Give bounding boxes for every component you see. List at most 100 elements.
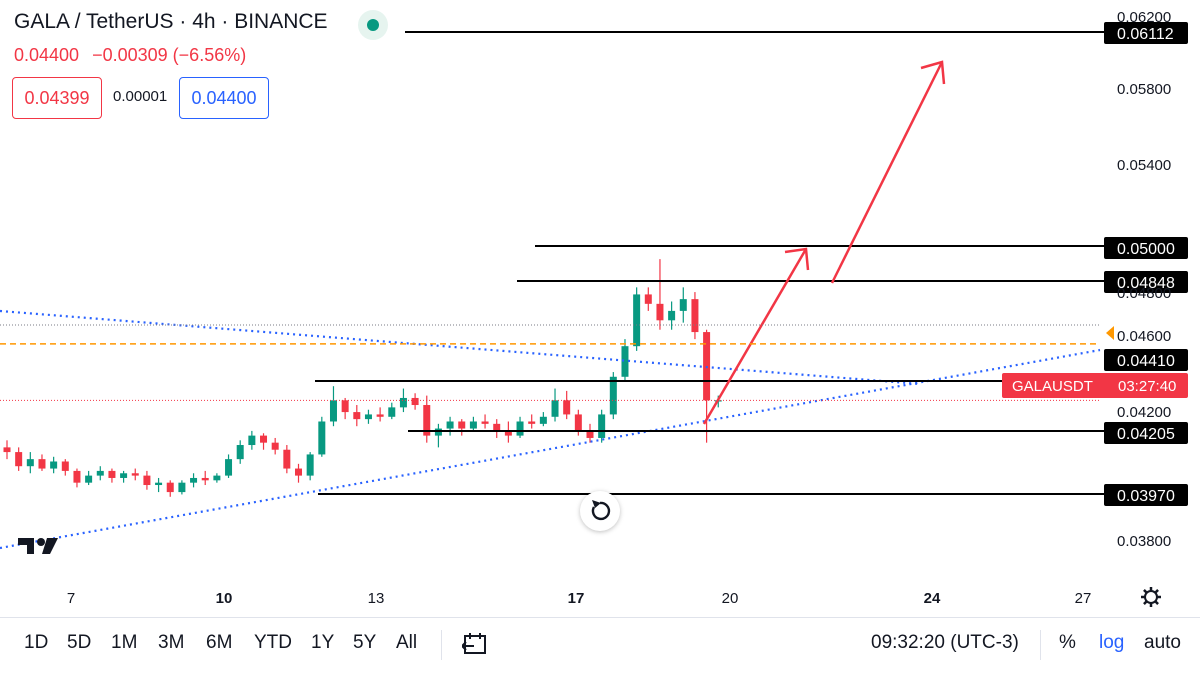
- range-1d[interactable]: 1D: [24, 632, 49, 653]
- price-change: −0.00309 (−6.56%): [92, 45, 247, 65]
- candle-body: [493, 423, 501, 431]
- auto-toggle[interactable]: auto: [1144, 632, 1181, 653]
- range-5y[interactable]: 5Y: [353, 632, 377, 653]
- gear-tooth: [1154, 600, 1159, 605]
- sell-button[interactable]: 0.04399: [12, 77, 102, 119]
- candle-body: [446, 421, 454, 429]
- candle-body: [376, 414, 384, 417]
- candle-body: [236, 445, 244, 460]
- percent-toggle[interactable]: %: [1059, 632, 1076, 653]
- settings-gear-icon[interactable]: [1141, 587, 1161, 607]
- candle-body: [434, 428, 442, 436]
- arrow-head-050: [784, 247, 810, 271]
- range-3m[interactable]: 3M: [158, 632, 185, 653]
- candle-body: [190, 477, 198, 483]
- level-badge: [1104, 237, 1188, 259]
- level-badge: [1104, 271, 1188, 293]
- candle-body: [108, 470, 116, 478]
- range-5d[interactable]: 5D: [67, 632, 92, 653]
- candle-body: [353, 412, 361, 420]
- level-badge: [1104, 349, 1188, 371]
- last-price: 0.04400: [14, 45, 80, 65]
- range-6m[interactable]: 6M: [206, 632, 233, 653]
- candle-body: [201, 477, 209, 481]
- bottom-toolbar: 1D 5D 1M 3M 6M YTD 1Y 5Y All 09:32:20 (U…: [0, 617, 1200, 676]
- candle-body: [166, 482, 174, 493]
- candle-body: [586, 430, 594, 438]
- candle-body: [609, 376, 617, 415]
- gear-tooth: [1154, 589, 1159, 594]
- range-all[interactable]: All: [396, 632, 418, 653]
- candles-group: [3, 259, 722, 497]
- candle-body: [318, 421, 326, 455]
- level-badge-label: 0.03970: [1117, 488, 1175, 505]
- candle-body: [73, 470, 81, 483]
- tradingview-logo[interactable]: [18, 536, 62, 561]
- candle-body: [598, 414, 606, 438]
- candle-body: [481, 421, 489, 424]
- arrow-to-061: [830, 61, 944, 284]
- candle-body: [283, 449, 291, 469]
- gear-ring: [1144, 590, 1158, 604]
- candle-body: [329, 400, 337, 422]
- candle-body: [225, 459, 233, 476]
- level-badge: [1104, 22, 1188, 44]
- level-badge-label: 0.04848: [1117, 275, 1175, 292]
- candle-body: [306, 454, 314, 476]
- candle-body: [469, 421, 477, 429]
- toolbar-divider: [441, 630, 442, 660]
- log-toggle[interactable]: log: [1099, 632, 1125, 653]
- reset-chart-button[interactable]: [580, 491, 620, 531]
- candle-body: [411, 397, 419, 406]
- market-status-indicator[interactable]: [358, 10, 388, 40]
- y-tick-label: 0.06200: [1117, 9, 1171, 26]
- candle-body: [539, 416, 547, 424]
- symbol-title[interactable]: GALA / TetherUS · 4h · BINANCE: [14, 10, 328, 33]
- candle-body: [458, 421, 466, 429]
- price-chart[interactable]: 0.06200 0.05800 0.05400 0.04800 0.04600 0.042…: [0, 0, 1200, 617]
- gear-tooth: [1143, 589, 1148, 594]
- arrow-to-050: [702, 248, 808, 425]
- candle-body: [271, 442, 279, 450]
- current-price-badge: [1002, 373, 1188, 398]
- status-dot-icon: [367, 19, 379, 31]
- candle-body: [26, 459, 34, 467]
- x-tick-label: 24: [924, 590, 941, 607]
- range-ytd[interactable]: YTD: [254, 632, 292, 653]
- y-tick-label: 0.03800: [1117, 533, 1171, 550]
- x-tick-label: 20: [722, 590, 739, 607]
- candle-body: [668, 310, 676, 321]
- candle-body: [295, 468, 302, 476]
- candle-body: [131, 473, 139, 476]
- arrow-head-061: [920, 60, 946, 85]
- candle-body: [213, 475, 221, 481]
- candle-body: [143, 475, 151, 486]
- level-badge-label: 0.06112: [1117, 26, 1174, 43]
- toolbar-divider: [1040, 630, 1041, 660]
- date-range-icon[interactable]: [460, 631, 490, 663]
- candle-body: [85, 475, 93, 483]
- countdown-label: 03:27:40: [1118, 378, 1176, 395]
- candle-body: [644, 294, 652, 304]
- candle-body: [96, 470, 104, 476]
- orange-alert-marker: [1106, 326, 1114, 340]
- candle-body: [248, 435, 256, 446]
- x-tick-label: 10: [216, 590, 233, 607]
- falling-trendline: [0, 309, 921, 386]
- range-1m[interactable]: 1M: [111, 632, 138, 653]
- y-tick-label: 0.05800: [1117, 81, 1171, 98]
- candle-body: [388, 407, 396, 417]
- spread-value: 0.00001: [113, 88, 168, 105]
- price-change-row: 0.04400 −0.00309 (−6.56%): [14, 45, 254, 66]
- candle-body: [260, 435, 268, 443]
- range-1y[interactable]: 1Y: [311, 632, 335, 653]
- candle-body: [691, 299, 699, 333]
- x-tick-label: 27: [1075, 590, 1092, 607]
- candle-body: [516, 421, 524, 436]
- candle-body: [341, 400, 349, 413]
- level-badge-label: 0.05000: [1117, 241, 1175, 258]
- buy-button[interactable]: 0.04400: [179, 77, 269, 119]
- candle-body: [155, 482, 163, 486]
- clock-time[interactable]: 09:32:20 (UTC-3): [871, 632, 1019, 653]
- candle-body: [120, 473, 128, 478]
